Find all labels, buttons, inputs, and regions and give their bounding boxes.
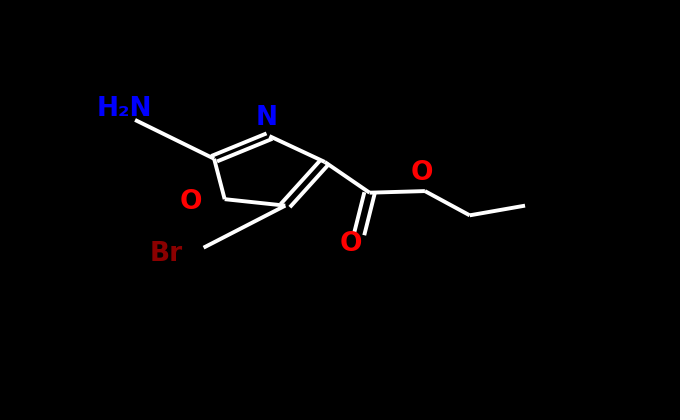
Text: N: N (256, 105, 278, 131)
Text: O: O (411, 160, 434, 186)
Text: Br: Br (150, 241, 183, 267)
Text: O: O (179, 189, 202, 215)
Text: H₂N: H₂N (97, 96, 152, 122)
Text: O: O (340, 231, 362, 257)
